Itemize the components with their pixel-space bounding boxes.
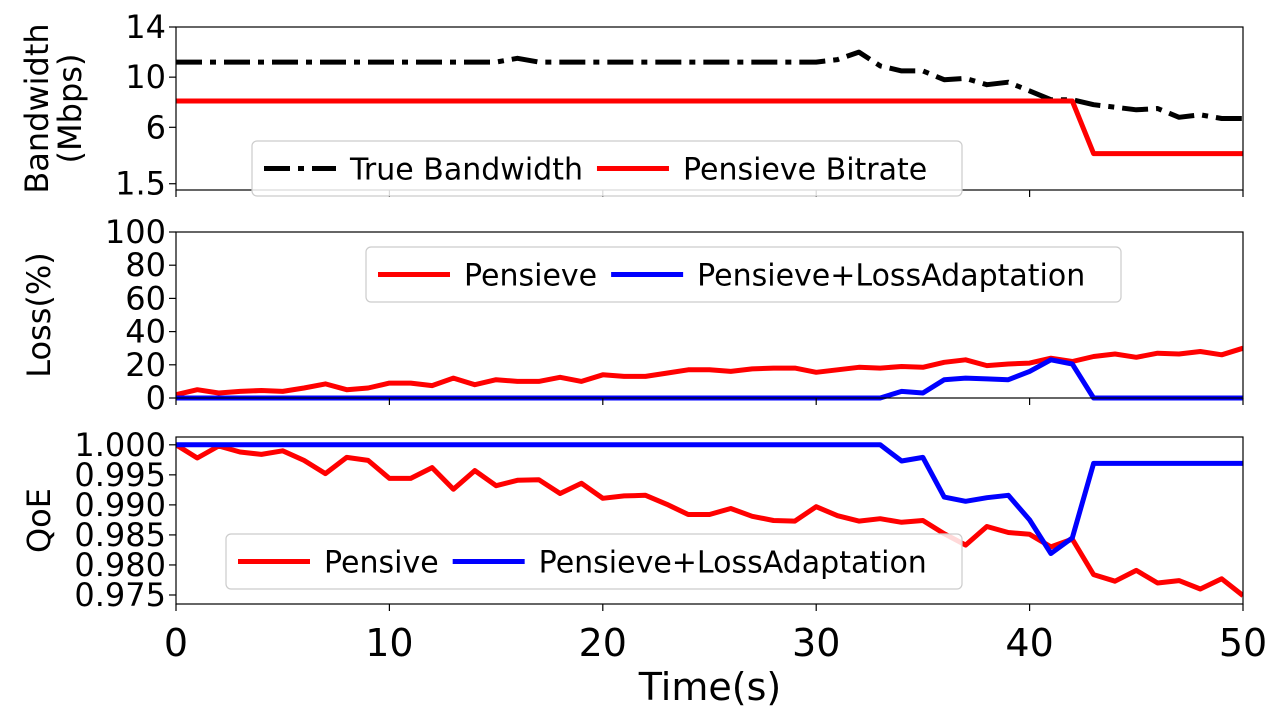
y-tick-label: 100 <box>105 213 166 251</box>
y-tick-label: 0.980 <box>74 546 166 584</box>
y-tick-label: 0 <box>146 379 166 417</box>
y-tick-label: 1.5 <box>115 165 166 203</box>
legend-label: Pensieve+LossAdaptation <box>697 259 1085 294</box>
x-tick-label: 30 <box>792 621 840 665</box>
x-axis-label: Time(s) <box>638 665 781 709</box>
y-tick-label: 0.985 <box>74 516 166 554</box>
y-tick-label: 60 <box>125 279 166 317</box>
series-line-2-1 <box>176 345 1243 398</box>
series-line-2-2 <box>176 357 1243 401</box>
legend-box <box>225 533 963 590</box>
legend-2: Pensieve Pensieve+LossAdaptation <box>365 246 1122 303</box>
legend-label: Pensieve <box>464 259 597 294</box>
series-line-3-2 <box>176 442 1243 556</box>
legend-label: Pensive <box>324 546 439 581</box>
y-tick-label: 0.990 <box>74 486 166 524</box>
y-tick-label: 40 <box>125 313 166 351</box>
y-tick-label: 10 <box>125 58 166 96</box>
legend-box <box>365 246 1122 303</box>
y-tick-label: 80 <box>125 246 166 284</box>
y-axis-label: QoE <box>20 488 58 553</box>
axes-frame-2 <box>175 231 1244 399</box>
x-tick-label: 40 <box>1005 621 1053 665</box>
legend-1: True Bandwidth Pensieve Bitrate <box>251 140 963 197</box>
legend-label: Pensieve Bitrate <box>683 153 927 188</box>
x-tick-label: 50 <box>1219 621 1267 665</box>
legend-label: True Bandwidth <box>349 153 583 188</box>
series-line-1-2 <box>176 98 1243 157</box>
y-axis-label: Bandwidth <box>18 23 56 193</box>
y-tick-label: 1.000 <box>74 426 166 464</box>
series-line-1-1 <box>176 49 1243 121</box>
x-tick-label: 10 <box>365 621 413 665</box>
y-tick-label: 6 <box>146 108 166 146</box>
y-tick-label: 14 <box>125 8 166 46</box>
y-tick-label: 20 <box>125 346 166 384</box>
legend-3: Pensive Pensieve+LossAdaptation <box>225 533 963 590</box>
axes-frame-3 <box>175 436 1244 605</box>
y-axis-label: (Mbps) <box>51 54 89 164</box>
x-tick-label: 20 <box>579 621 627 665</box>
legend-label: Pensieve+LossAdaptation <box>539 546 927 581</box>
y-tick-label: 0.995 <box>74 456 166 494</box>
chart-panel-1: 1.5 6 10 14 Bandwidth(Mbps) True Bandwidth Pen… <box>18 8 1244 203</box>
x-tick-label: 0 <box>164 621 188 665</box>
y-axis-label: Loss(%) <box>20 252 58 378</box>
y-tick-label: 0.975 <box>74 576 166 614</box>
